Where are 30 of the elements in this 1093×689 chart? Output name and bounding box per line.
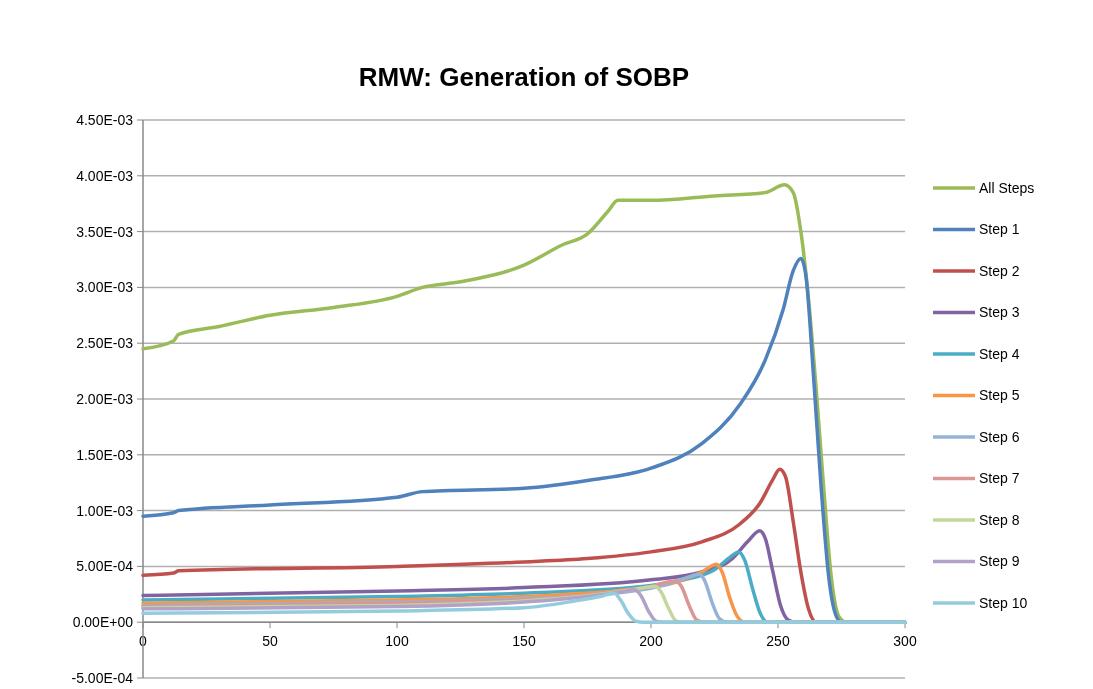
legend-label: Step 6 bbox=[979, 428, 1020, 445]
y-tick-label: 4.00E-03 bbox=[76, 167, 134, 184]
legend-label: Step 4 bbox=[979, 345, 1020, 362]
y-tick-label: 1.50E-03 bbox=[76, 446, 134, 463]
y-tick-label: -5.00E-04 bbox=[71, 669, 134, 686]
x-tick-label: 150 bbox=[512, 633, 536, 650]
y-tick-label: 0.00E+00 bbox=[72, 614, 134, 631]
y-tick-label: 2.00E-03 bbox=[76, 390, 134, 407]
x-tick-label: 50 bbox=[262, 633, 278, 650]
legend-label: All Steps bbox=[979, 179, 1035, 196]
y-tick-label: 5.00E-04 bbox=[76, 558, 134, 575]
legend-label: Step 9 bbox=[979, 553, 1020, 570]
x-tick-label: 100 bbox=[385, 633, 409, 650]
legend-label: Step 2 bbox=[979, 262, 1020, 279]
x-tick-label: 250 bbox=[766, 633, 790, 650]
legend-label: Step 10 bbox=[979, 594, 1028, 611]
legend-label: Step 5 bbox=[979, 387, 1020, 404]
chart-title: RMW: Generation of SOBP bbox=[358, 62, 690, 92]
x-tick-label: 300 bbox=[893, 633, 917, 650]
legend-label: Step 3 bbox=[979, 304, 1020, 321]
y-tick-label: 3.50E-03 bbox=[76, 223, 134, 240]
legend-label: Step 7 bbox=[979, 470, 1020, 487]
x-tick-label: 0 bbox=[139, 633, 148, 650]
y-tick-label: 4.50E-03 bbox=[76, 111, 134, 128]
legend-label: Step 8 bbox=[979, 511, 1020, 528]
y-tick-label: 1.00E-03 bbox=[76, 502, 134, 519]
x-tick-label: 200 bbox=[639, 633, 663, 650]
y-tick-label: 3.00E-03 bbox=[76, 279, 134, 296]
legend-label: Step 1 bbox=[979, 221, 1020, 238]
y-tick-label: 2.50E-03 bbox=[76, 335, 134, 352]
